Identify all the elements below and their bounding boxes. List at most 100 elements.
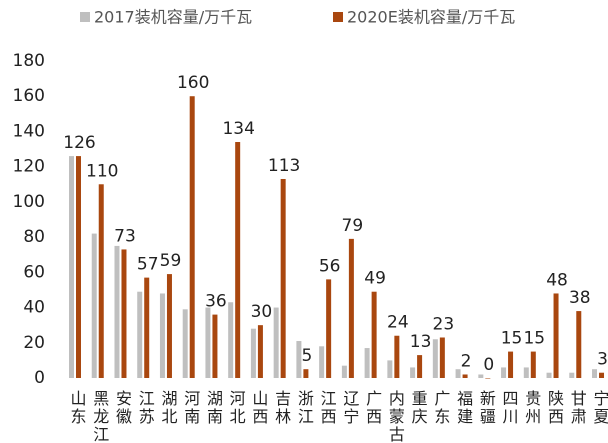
data-label: 15 [501,329,523,349]
bar [439,337,445,378]
y-tick-label: 40 [23,298,45,318]
x-tick-label: 新疆 [477,390,496,426]
data-label: 73 [114,226,136,246]
x-tick-label: 安徽 [113,390,132,426]
bar [319,346,325,378]
y-tick-label: 80 [23,227,45,247]
bar [462,374,468,378]
bar [341,365,347,378]
bar [455,369,461,378]
x-tick-label: 江西 [318,390,337,426]
data-label: 57 [137,255,159,275]
bar [394,335,400,378]
y-tick-label: 20 [23,333,45,353]
bar [417,355,423,378]
x-tick-label: 甘肃 [568,390,587,426]
x-tick-label: 黑龙江 [90,390,109,443]
y-tick-label: 0 [34,368,45,388]
x-tick-label: 辽宁 [340,390,359,426]
x-tick-label: 吉林 [272,390,291,426]
data-label: 2 [461,351,472,371]
x-tick-label: 福建 [454,390,473,426]
data-label: 113 [268,156,300,176]
bar [98,184,104,378]
x-tick-label: 河南 [181,390,200,426]
x-tick-label: 河北 [227,390,246,426]
x-tick-label: 重庆 [409,390,428,426]
bar [501,367,507,378]
bar [182,309,188,378]
bar [553,293,559,378]
y-tick-label: 140 [13,121,45,141]
legend-swatch [80,12,90,22]
data-label: 13 [410,332,432,352]
x-tick-label: 湖北 [158,390,177,426]
data-label: 0 [483,355,494,375]
x-tick-label: 陕西 [545,390,564,426]
x-tick-label: 湖南 [204,390,223,426]
data-label: 56 [319,256,341,276]
bar [576,311,582,378]
bar [569,372,575,378]
bar [326,279,332,378]
y-tick-label: 120 [13,157,45,177]
bar [273,307,279,378]
bar [371,291,377,378]
x-tick-label: 内蒙古 [386,390,405,443]
bar [76,156,81,378]
bar [303,369,309,378]
data-label: 24 [387,313,409,333]
x-tick-label: 广东 [431,390,450,426]
legend-label: 2020E装机容量/万千瓦 [347,8,515,27]
bar [159,293,165,378]
bar [250,328,256,378]
y-tick-label: 60 [23,262,45,282]
data-label: 126 [63,133,95,153]
bar [121,249,127,378]
data-label: 110 [86,161,118,181]
bar [387,360,393,378]
bar [114,245,120,378]
bar [228,302,234,378]
x-tick-label: 江苏 [136,390,155,426]
data-label: 59 [160,251,182,271]
data-label: 160 [177,73,209,93]
bar [189,96,195,378]
x-tick-label: 四川 [500,390,519,426]
bar [348,238,354,378]
bar [144,277,150,378]
data-label: 48 [546,270,568,290]
y-tick-label: 160 [13,86,45,106]
bar [137,291,143,378]
bar [432,339,438,378]
bar [592,369,598,378]
bar [257,325,263,378]
bar [485,378,491,379]
y-tick-label: 100 [13,192,45,212]
data-label: 134 [222,119,254,139]
bar [91,233,97,378]
bar [599,372,605,378]
x-tick-label: 贵州 [522,390,541,426]
bar [364,348,370,378]
y-tick-label: 180 [13,51,45,71]
bar [280,178,286,378]
bar [478,374,484,378]
data-label: 79 [342,216,364,236]
x-tick-label: 宁夏 [591,390,608,426]
data-label: 5 [301,346,312,366]
data-label: 38 [569,288,591,308]
bar [166,274,172,378]
x-tick-label: 山西 [249,390,268,426]
x-tick-label: 广西 [363,390,382,426]
bar [235,142,241,378]
data-label: 36 [205,292,227,312]
legend-swatch [333,12,343,22]
bar [205,307,211,378]
bar [508,351,514,378]
data-label: 49 [364,269,386,289]
x-tick-label: 浙江 [295,390,314,426]
data-label: 15 [523,329,545,349]
bar [546,372,552,378]
